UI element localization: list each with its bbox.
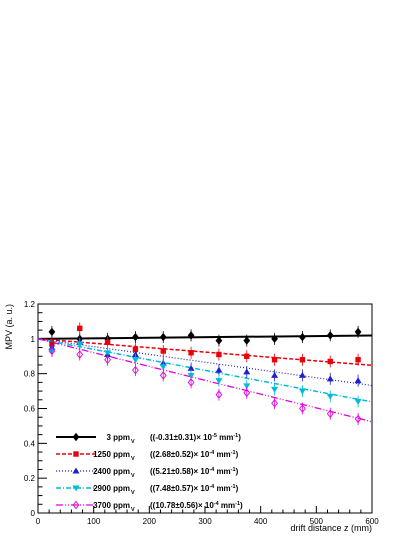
data-point xyxy=(131,357,139,364)
data-point xyxy=(298,371,306,378)
legend-subscript: V xyxy=(131,490,135,496)
data-point xyxy=(159,332,167,342)
data-point xyxy=(326,331,334,340)
y-tick-label: 0.6 xyxy=(24,405,36,414)
x-tick-label: 600 xyxy=(365,517,379,526)
legend: 3 ppm V ((-0.31±0.31)× 10-5 mm-1)1250 ppm V… xyxy=(56,432,243,513)
y-axis-label: MPV (a. u.) xyxy=(4,304,14,350)
data-point xyxy=(271,399,278,408)
legend-marker xyxy=(72,500,80,510)
data-point xyxy=(243,388,251,398)
fit-lines xyxy=(37,334,373,423)
fit-line-2 xyxy=(37,338,373,387)
legend-subscript: V xyxy=(131,473,135,479)
data-point xyxy=(160,348,166,354)
data-point xyxy=(243,336,251,345)
data-point xyxy=(326,375,334,382)
legend-label: 3700 ppm xyxy=(93,501,130,510)
fit-line-1 xyxy=(37,338,373,367)
data-point xyxy=(187,372,195,379)
legend-marker xyxy=(72,432,80,442)
data-point xyxy=(187,364,195,371)
data-point xyxy=(354,327,362,337)
legend-fit-text: ((-0.31±0.31)× 10-5 mm-1) xyxy=(150,433,241,442)
legend-fit-text: ((5.21±0.58)× 10-4 mm-1) xyxy=(150,467,239,476)
data-point xyxy=(215,366,223,373)
data-point xyxy=(187,331,195,340)
data-point xyxy=(132,365,139,375)
data-point xyxy=(271,371,279,378)
legend-marker xyxy=(72,467,80,474)
data-point xyxy=(188,350,194,356)
y-tick-label: 0.8 xyxy=(24,370,36,379)
data-point xyxy=(159,371,167,380)
data-point xyxy=(216,351,222,358)
fit-line-3 xyxy=(37,338,373,403)
data-point xyxy=(271,357,278,363)
data-point xyxy=(159,364,167,371)
data-point xyxy=(104,355,111,364)
legend-fit-text: ((7.48±0.57)× 10-4 mm-1) xyxy=(150,484,239,493)
data-point xyxy=(48,327,56,337)
legend-fit-text: ((2.68±0.52)× 10-4 mm-1) xyxy=(150,450,239,459)
data-point xyxy=(299,404,306,413)
legend-marker xyxy=(72,485,80,492)
x-tick-label: 100 xyxy=(87,517,101,526)
legend-label: 2400 ppm xyxy=(93,467,130,476)
x-tick-label: 500 xyxy=(310,517,324,526)
fit-line-0 xyxy=(37,334,373,340)
data-point xyxy=(215,390,223,399)
data-point xyxy=(271,386,279,393)
y-tick-label: 0 xyxy=(31,509,36,518)
data-point xyxy=(132,332,139,342)
data-point xyxy=(215,336,223,345)
data-points xyxy=(48,322,362,425)
legend-subscript: V xyxy=(131,507,135,513)
data-point xyxy=(355,357,361,363)
data-point xyxy=(104,350,112,357)
data-point xyxy=(299,357,306,363)
data-point xyxy=(243,383,251,390)
data-point xyxy=(326,409,334,418)
data-point xyxy=(77,325,83,332)
data-point xyxy=(327,358,333,365)
x-axis-label: drift distance z (mm) xyxy=(290,523,372,533)
data-point xyxy=(244,353,250,359)
data-point xyxy=(76,350,84,359)
y-tick-label: 0.4 xyxy=(24,439,36,448)
data-point xyxy=(271,334,278,344)
y-tick-label: 0.2 xyxy=(24,474,36,483)
legend-label: 3 ppm xyxy=(106,433,130,442)
x-tick-label: 200 xyxy=(143,517,157,526)
data-point xyxy=(48,346,56,356)
y-tick-label: 1.2 xyxy=(24,300,36,309)
legend-label: 1250 ppm xyxy=(93,450,130,459)
legend-marker xyxy=(73,451,79,457)
data-point xyxy=(243,368,251,375)
legend-subscript: V xyxy=(131,456,135,462)
data-point xyxy=(104,339,111,346)
data-point xyxy=(215,378,223,385)
legend-fit-text: ((10.78±0.56)× 10-4 mm-1) xyxy=(150,501,243,510)
legend-label: 2900 ppm xyxy=(93,484,130,493)
data-point xyxy=(354,399,362,406)
data-point xyxy=(354,377,362,384)
data-point xyxy=(299,332,306,342)
x-tick-label: 400 xyxy=(254,517,268,526)
data-point xyxy=(76,341,84,348)
axes: 0 100 200 300 400 500 600 0 0.2 0.4 0.6 0.8 1 1.2 xyxy=(24,300,379,526)
fit-line-4 xyxy=(37,338,373,423)
x-tick-label: 300 xyxy=(198,517,212,526)
legend-subscript: V xyxy=(131,439,135,445)
y-tick-label: 1 xyxy=(31,335,36,344)
data-point xyxy=(326,393,334,400)
data-point xyxy=(187,378,195,387)
data-point xyxy=(298,388,306,395)
data-point xyxy=(354,414,362,424)
x-tick-label: 0 xyxy=(36,517,41,526)
